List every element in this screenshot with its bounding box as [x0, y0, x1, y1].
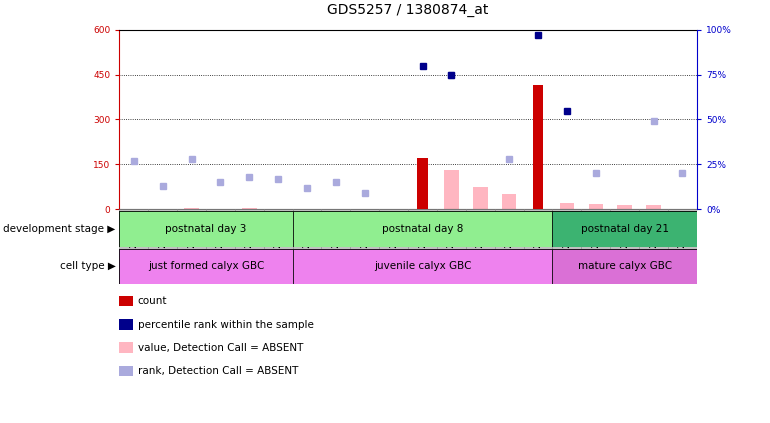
Text: cell type ▶: cell type ▶ [59, 261, 116, 272]
Bar [610, 209, 639, 283]
Text: development stage ▶: development stage ▶ [3, 225, 115, 234]
Text: GSM1202438: GSM1202438 [534, 213, 543, 273]
Text: GSM1202439: GSM1202439 [562, 213, 571, 273]
Text: GSM1202427: GSM1202427 [216, 213, 225, 273]
Text: postnatal day 3: postnatal day 3 [166, 225, 246, 234]
Text: mature calyx GBC: mature calyx GBC [578, 261, 671, 272]
Bar [263, 209, 293, 283]
Text: GSM1202437: GSM1202437 [504, 213, 514, 273]
Bar [668, 209, 697, 283]
Text: GSM1202432: GSM1202432 [360, 213, 370, 273]
Bar [293, 212, 553, 247]
Text: GSM1202443: GSM1202443 [678, 213, 687, 273]
Text: rank, Detection Call = ABSENT: rank, Detection Call = ABSENT [138, 366, 298, 376]
Bar [177, 209, 206, 283]
Text: GSM1202436: GSM1202436 [476, 213, 485, 273]
Bar [588, 204, 603, 209]
Bar [495, 209, 524, 283]
Bar [417, 159, 427, 209]
Text: GSM1202441: GSM1202441 [620, 213, 629, 273]
Bar [473, 187, 487, 209]
Text: count: count [138, 297, 167, 306]
Text: GSM1202428: GSM1202428 [245, 213, 254, 273]
Bar [235, 209, 263, 283]
Bar [206, 209, 235, 283]
Text: percentile rank within the sample: percentile rank within the sample [138, 320, 313, 330]
Text: GSM1202435: GSM1202435 [447, 213, 456, 273]
Bar [502, 195, 517, 209]
Bar [533, 85, 543, 209]
Text: GSM1202429: GSM1202429 [273, 213, 283, 273]
Bar [646, 205, 661, 209]
Bar [444, 170, 459, 209]
Bar [380, 209, 408, 283]
Bar [560, 203, 574, 209]
Text: GSM1202425: GSM1202425 [158, 213, 167, 273]
Bar [293, 209, 322, 283]
Bar [119, 212, 293, 247]
Bar [639, 209, 668, 283]
Bar [581, 209, 610, 283]
Bar [322, 209, 350, 283]
Text: juvenile calyx GBC: juvenile calyx GBC [373, 261, 471, 272]
Text: value, Detection Call = ABSENT: value, Detection Call = ABSENT [138, 343, 303, 353]
Text: GSM1202433: GSM1202433 [389, 213, 398, 273]
Text: postnatal day 21: postnatal day 21 [581, 225, 668, 234]
Text: just formed calyx GBC: just formed calyx GBC [148, 261, 264, 272]
Text: postnatal day 8: postnatal day 8 [382, 225, 464, 234]
Text: GSM1202424: GSM1202424 [129, 213, 139, 273]
Bar [293, 249, 553, 285]
Bar [553, 212, 697, 247]
Bar [148, 209, 177, 283]
Bar [553, 249, 697, 285]
Text: GSM1202430: GSM1202430 [303, 213, 312, 273]
Text: GSM1202431: GSM1202431 [331, 213, 340, 273]
Text: GDS5257 / 1380874_at: GDS5257 / 1380874_at [327, 3, 489, 17]
Text: GSM1202426: GSM1202426 [187, 213, 196, 273]
Bar [119, 209, 148, 283]
Bar [119, 249, 293, 285]
Bar [350, 209, 380, 283]
Text: GSM1202442: GSM1202442 [649, 213, 658, 273]
Text: GSM1202434: GSM1202434 [418, 213, 427, 273]
Bar [408, 209, 437, 283]
Bar [437, 209, 466, 283]
Bar [553, 209, 581, 283]
Text: GSM1202440: GSM1202440 [591, 213, 601, 273]
Bar [524, 209, 553, 283]
Bar [618, 205, 632, 209]
Bar [466, 209, 495, 283]
